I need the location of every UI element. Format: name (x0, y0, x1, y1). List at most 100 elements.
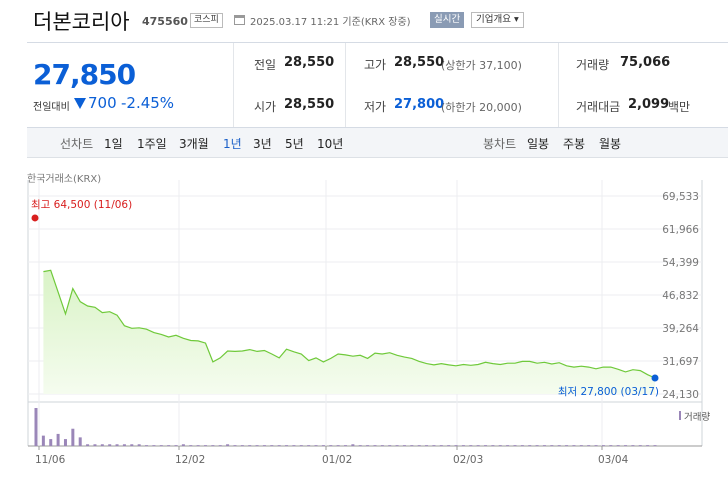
volume-bar (292, 445, 296, 446)
open-label: 시가 (254, 100, 277, 114)
volume-bar (34, 408, 38, 446)
volume-bar (520, 445, 524, 446)
volume-bar (638, 445, 642, 446)
range-3y-tab[interactable]: 3년 (253, 137, 272, 151)
amount-value: 2,099 (628, 97, 670, 112)
price-area-fill (43, 270, 655, 394)
volume-bar (550, 445, 554, 446)
volume-bar (299, 445, 303, 446)
low-label: 최저 27,800 (03/17) (558, 386, 659, 398)
volume-bar (262, 445, 266, 446)
line-chart-label: 선차트 (60, 137, 94, 151)
volume-bar (579, 445, 583, 446)
volume-bar (491, 445, 495, 446)
volume-bar (270, 445, 274, 446)
volume-bar (41, 435, 45, 446)
volume-bar (587, 445, 591, 446)
volume-bar (108, 444, 112, 446)
range-10y-tab[interactable]: 10년 (317, 137, 344, 151)
volume-bar (218, 445, 222, 446)
change-value: 700 (88, 94, 117, 112)
volume-bar (49, 439, 53, 446)
chart-source: 한국거래소(KRX) (27, 174, 102, 185)
volume-bar (417, 445, 421, 446)
volume-bar (366, 445, 370, 446)
volume-bar (167, 445, 171, 446)
candle-daily-tab[interactable]: 일봉 (527, 137, 550, 151)
volume-bar (344, 445, 347, 446)
current-price-area: 27,850 전일대비 700 -2.45% (27, 43, 234, 127)
candle-monthly-tab[interactable]: 월봉 (599, 137, 622, 151)
change-label: 전일대비 (33, 102, 70, 113)
volume-bar (233, 445, 237, 446)
volume-bar (189, 445, 193, 446)
volume-bar (100, 444, 104, 446)
volume-bar (498, 445, 502, 446)
x-tick-label: 02/03 (453, 454, 483, 466)
range-5y-tab[interactable]: 5년 (285, 137, 304, 151)
open-value: 28,550 (284, 97, 335, 112)
amount-unit: 백만 (668, 100, 691, 114)
range-1y-tab[interactable]: 1년 (223, 137, 242, 151)
y-tick-label: 61,966 (662, 224, 699, 236)
volume-bar (93, 444, 97, 446)
volume-legend-swatch (679, 411, 681, 420)
y-tick-label: 46,832 (662, 290, 699, 302)
stock-header: 더본코리아 475560 코스피 2025.03.17 11:21 기준(KRX… (0, 0, 728, 42)
range-1d-tab[interactable]: 1일 (104, 137, 123, 151)
high-value: 28,550 (394, 55, 445, 70)
volume-bar (624, 445, 628, 446)
volume-bar (410, 445, 414, 446)
divider (558, 43, 559, 127)
volume-bar (351, 444, 355, 446)
x-tick-label: 11/06 (35, 454, 66, 466)
upper-limit: (상한가 37,100) (441, 59, 522, 72)
candle-chart-label: 봉차트 (483, 137, 517, 151)
volume-bar (469, 445, 473, 446)
volume-bar (594, 445, 598, 446)
lower-limit: (하한가 20,000) (441, 101, 522, 114)
volume-legend: 거래량 (684, 411, 710, 423)
volume-bar (535, 445, 539, 446)
change-percent: -2.45% (121, 94, 175, 112)
low-marker (651, 374, 659, 382)
volume-bar (380, 445, 384, 446)
volume-bar (601, 445, 605, 446)
volume-bar (484, 445, 488, 446)
range-3m-tab[interactable]: 3개월 (179, 137, 209, 151)
volume-bar (454, 445, 458, 446)
volume-bar (557, 445, 561, 446)
volume-bar (174, 445, 178, 446)
range-1w-tab[interactable]: 1주일 (137, 137, 167, 151)
volume-bar (314, 445, 318, 446)
volume-bar (646, 445, 650, 446)
volume-bar (211, 445, 215, 446)
realtime-button[interactable]: 실시간 (430, 12, 465, 28)
volume-bar (63, 439, 67, 446)
company-info-dropdown[interactable]: 기업개요 ▾ (471, 12, 524, 28)
volume-bar (71, 428, 75, 446)
volume-bar (395, 445, 399, 446)
volume-bar (336, 445, 340, 446)
volume-bar (130, 444, 134, 446)
volume-bar (56, 433, 60, 446)
y-tick-label: 24,130 (662, 389, 699, 401)
volume-bar (152, 445, 156, 446)
volume-bar (565, 445, 569, 446)
volume-bar (506, 445, 510, 446)
price-line (43, 269, 656, 379)
volume-bar (196, 445, 200, 446)
volume-bar (402, 445, 406, 446)
volume-bar (609, 445, 613, 446)
volume-bar (240, 445, 244, 446)
prev-close-label: 전일 (254, 58, 277, 72)
low-value: 27,800 (394, 97, 445, 112)
volume-bar (513, 445, 517, 446)
x-tick-label: 01/02 (322, 454, 352, 466)
volume-bar (137, 444, 141, 446)
candle-weekly-tab[interactable]: 주봉 (563, 137, 586, 151)
y-tick-label: 69,533 (662, 191, 699, 203)
volume-bar (476, 445, 480, 446)
high-marker (31, 214, 39, 222)
stock-name: 더본코리아 (33, 10, 130, 34)
